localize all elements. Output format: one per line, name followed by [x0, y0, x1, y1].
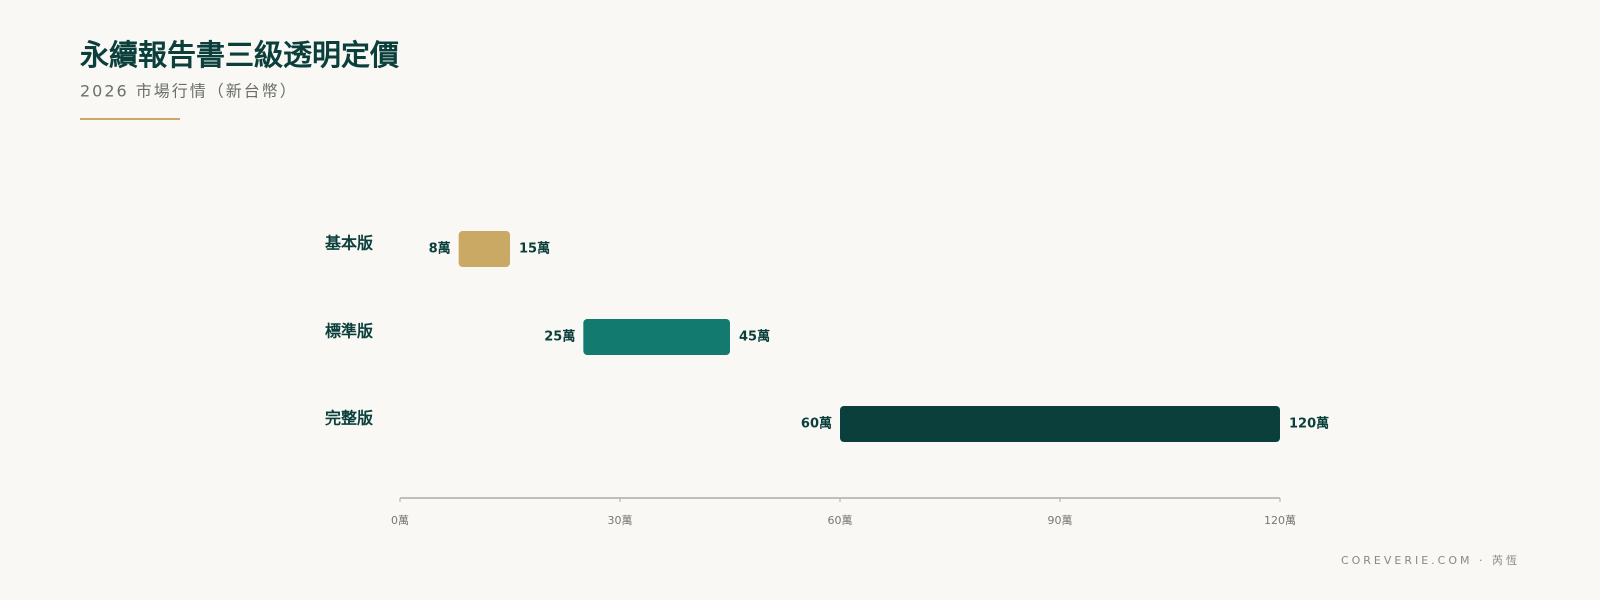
accent-line: [80, 118, 180, 120]
footer: COREVERIE.COM · 芮恆: [1341, 553, 1520, 567]
chart-title: 永續報告書三級透明定價: [80, 38, 400, 72]
value-label: 25萬: [544, 329, 575, 345]
value-label: 45萬: [739, 329, 770, 345]
value-label: 120萬: [1289, 416, 1329, 432]
x-tick-label: 30萬: [608, 514, 633, 527]
value-label: 60萬: [801, 416, 832, 432]
range-bar: [583, 319, 730, 355]
category-label: 完整版: [325, 409, 373, 428]
x-tick-label: 0萬: [391, 514, 409, 527]
category-label: 基本版: [324, 234, 373, 253]
chart-subtitle: 2026 市場行情（新台幣）: [80, 82, 298, 101]
value-label: 8萬: [429, 241, 451, 257]
x-tick-label: 90萬: [1048, 514, 1073, 527]
range-bar: [458, 231, 510, 267]
x-tick-label: 60萬: [828, 514, 853, 527]
category-label: 標準版: [325, 322, 373, 341]
x-tick-label: 120萬: [1264, 514, 1296, 527]
value-label: 15萬: [519, 241, 550, 257]
range-bar: [840, 406, 1280, 442]
